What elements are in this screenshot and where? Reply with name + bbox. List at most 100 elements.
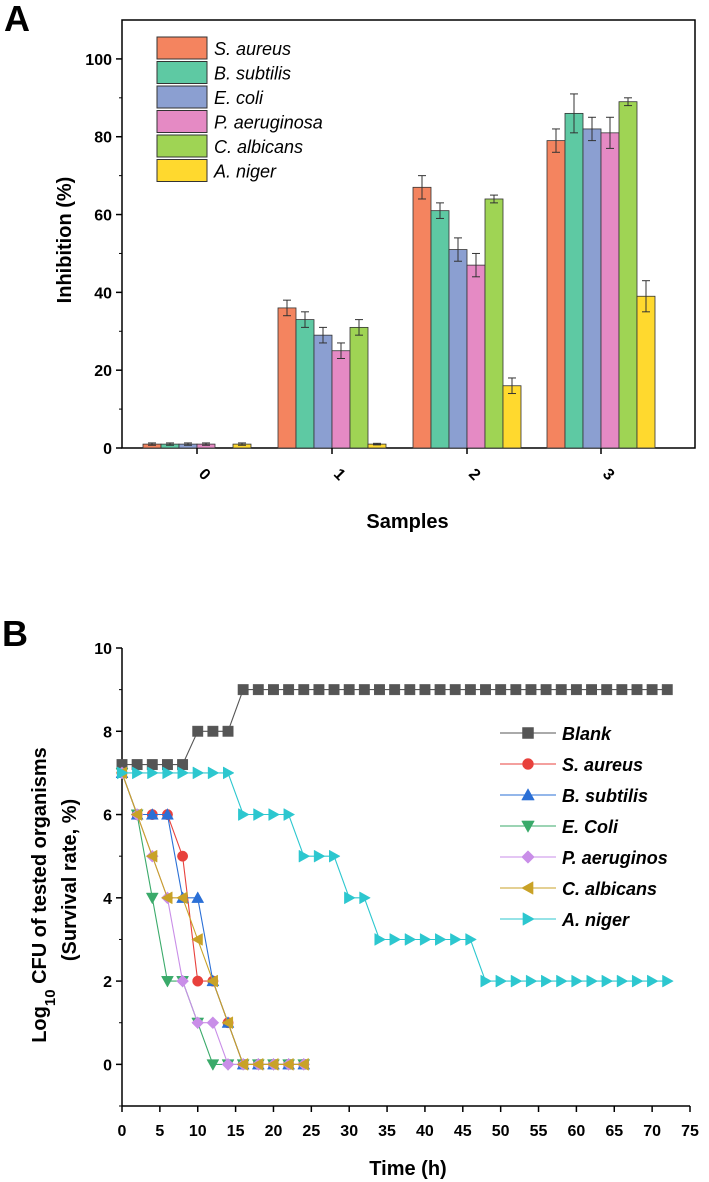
point-c-albicans	[282, 1057, 294, 1071]
point-blank	[328, 684, 340, 696]
point-a-niger	[450, 933, 462, 946]
point-c-albicans	[251, 1057, 264, 1071]
point-a-niger	[313, 849, 326, 863]
point-c-albicans	[297, 1057, 309, 1071]
x-tick-label-b: 55	[530, 1123, 548, 1140]
panel-b-line-chart: B 0 2 4 6 8 10 0 5 10 15 20 25 30 35 40 45 50 55 60 65 70 75 Ti…	[2, 613, 699, 1180]
point-a-niger	[329, 849, 341, 863]
point-blank	[313, 684, 325, 696]
y-axis-title-a: Inhibition (%)	[54, 177, 76, 304]
point-blank	[586, 684, 597, 696]
legend-label-s-aureus: S. aureus	[214, 39, 291, 59]
y-tick-label-a: 20	[94, 363, 112, 380]
x-tick-label-a: 3	[599, 466, 617, 484]
point-b-subtilis	[161, 808, 174, 820]
point-a-niger	[435, 933, 447, 946]
point-blank	[646, 684, 658, 696]
bar-a-niger-3	[636, 295, 656, 449]
point-s-aureus	[192, 975, 204, 987]
y-tick-label-a: 60	[94, 208, 112, 225]
point-blank	[555, 684, 567, 696]
point-a-niger	[268, 808, 280, 821]
y-tick-label-b: 10	[94, 641, 112, 658]
point-a-niger	[177, 766, 190, 780]
point-a-niger	[601, 974, 614, 988]
bar-a-niger-2	[502, 385, 522, 449]
point-blank	[374, 684, 385, 696]
plot-frame-a	[121, 19, 696, 449]
point-a-niger	[344, 891, 356, 905]
series-blank	[116, 684, 673, 771]
point-c-albicans	[221, 1016, 234, 1030]
y-tick-label-b: 6	[103, 808, 112, 825]
legend-swatch-s-aureus	[156, 36, 208, 60]
point-a-niger	[283, 808, 296, 821]
point-blank	[480, 684, 491, 696]
legend-marker-b-subtilis	[521, 788, 535, 801]
x-tick-label-b: 5	[155, 1123, 164, 1140]
point-a-niger	[465, 933, 477, 946]
point-b-subtilis	[191, 891, 205, 903]
point-a-niger	[419, 933, 432, 946]
x-tick-label-b: 70	[643, 1123, 661, 1140]
point-c-albicans	[266, 1057, 279, 1071]
point-a-niger	[298, 849, 311, 863]
point-blank	[358, 684, 370, 696]
point-c-albicans	[176, 891, 188, 905]
legend-swatch-c-albicans	[156, 134, 208, 158]
point-blank	[192, 725, 204, 737]
x-tick-label-a: 2	[465, 466, 483, 484]
x-tick-label-b: 15	[227, 1123, 245, 1140]
panel-letter-b: B	[2, 613, 28, 654]
x-tick-label-b: 40	[416, 1123, 434, 1140]
point-blank	[237, 684, 249, 696]
point-c-albicans	[130, 808, 143, 821]
bar-c-albicans-2	[484, 198, 504, 449]
x-tick-label-b: 30	[340, 1123, 358, 1140]
point-blank	[449, 684, 461, 696]
point-s-aureus	[177, 850, 189, 862]
legend-marker-s-aureus	[522, 758, 534, 770]
point-b-subtilis	[145, 808, 159, 820]
legend-marker-blank	[522, 727, 534, 739]
point-blank	[207, 725, 219, 737]
y-tick-label-b: 2	[103, 974, 112, 991]
y-tick-label-b: 8	[103, 724, 112, 741]
legend-swatch-a-niger	[156, 159, 208, 182]
y-tick-label-b: 4	[103, 891, 112, 908]
point-blank	[419, 684, 431, 696]
legend-label-s-aureus: S. aureus	[562, 755, 643, 775]
point-e-coli	[206, 1059, 220, 1071]
point-a-niger	[586, 974, 599, 988]
y-axis-title-b-line2: (Survival rate, %)	[59, 799, 81, 961]
legend-label-e-coli: E. Coli	[562, 817, 619, 837]
legend-label-a-niger: A. niger	[561, 910, 630, 930]
bar-b-subtilis-1	[295, 319, 315, 449]
legend-marker-a-niger	[522, 912, 535, 926]
bar-s-aureus-3	[546, 140, 566, 449]
point-a-niger	[359, 891, 371, 905]
x-tick-label-b: 75	[681, 1123, 699, 1140]
legend-label-p-aeruginosa: P. aeruginosa	[214, 113, 323, 133]
legend-swatch-b-subtilis	[156, 61, 208, 84]
x-tick-label-b: 25	[302, 1123, 320, 1140]
point-c-albicans	[206, 974, 218, 988]
bar-b-subtilis-2	[430, 210, 450, 449]
point-blank	[464, 684, 476, 696]
point-e-coli	[161, 976, 174, 988]
point-a-niger	[192, 766, 205, 780]
x-tick-label-b: 0	[118, 1123, 127, 1140]
point-a-niger	[541, 974, 553, 988]
bar-s-aureus-2	[412, 186, 432, 449]
point-a-niger	[147, 766, 159, 780]
point-a-niger	[495, 974, 508, 988]
bar-e-coli-1	[313, 334, 333, 449]
point-blank	[661, 684, 673, 696]
bar-c-albicans-1	[349, 326, 369, 449]
point-blank	[283, 684, 295, 696]
point-a-niger	[238, 808, 250, 821]
legend-swatch-e-coli	[156, 85, 208, 109]
point-p-aeruginos	[191, 1016, 205, 1030]
legend-label-b-subtilis: B. subtilis	[562, 786, 648, 806]
